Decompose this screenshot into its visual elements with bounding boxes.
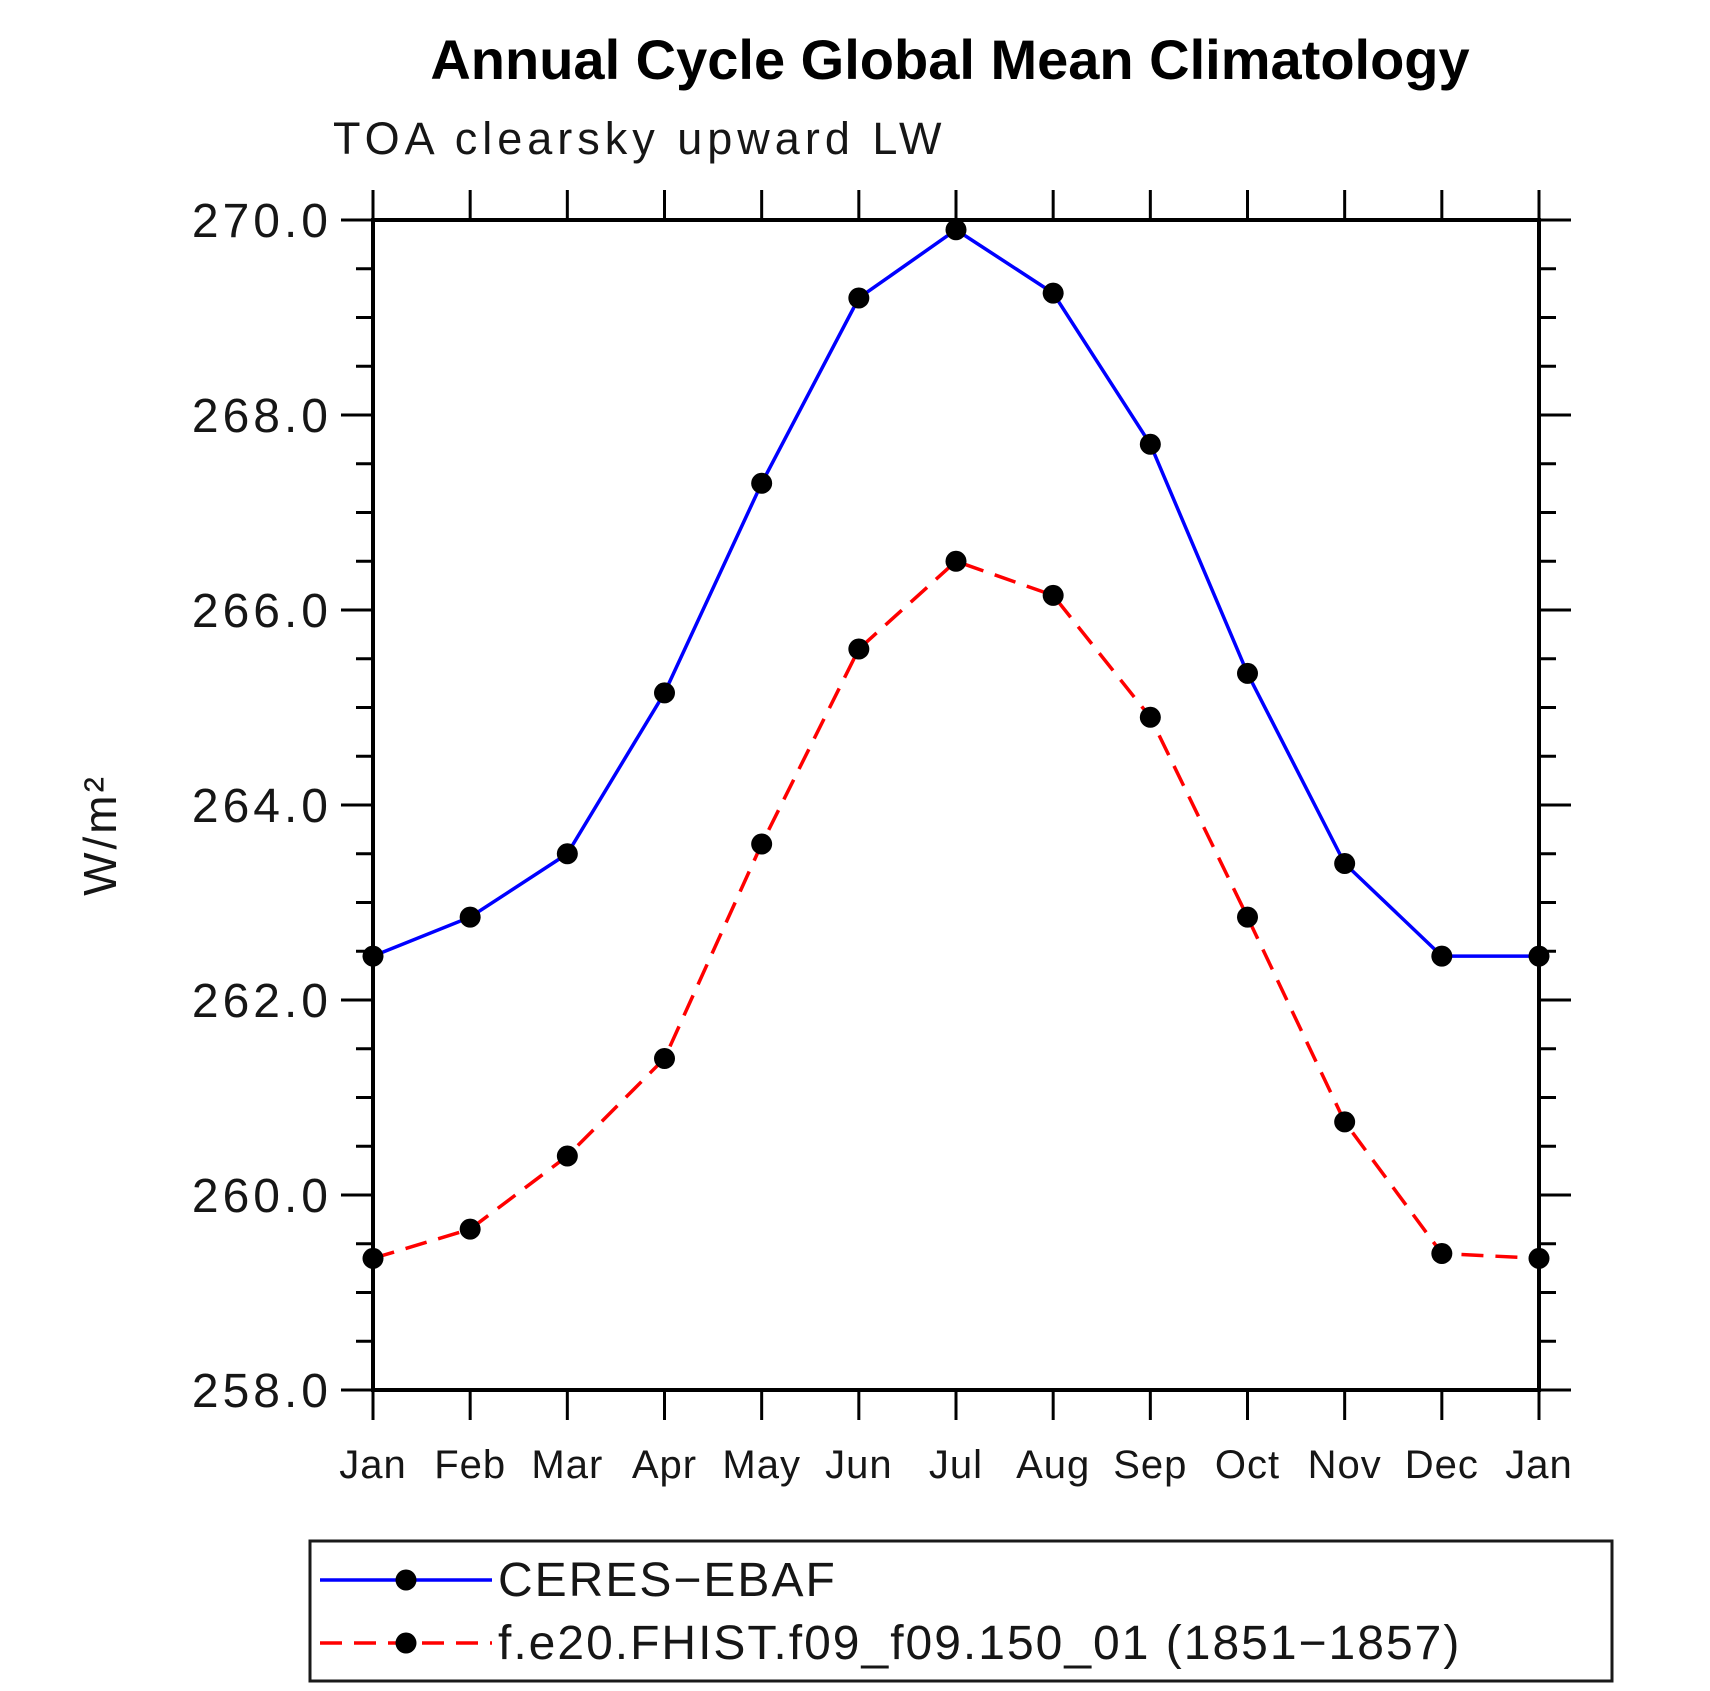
x-tick-label: Aug [1016, 1443, 1090, 1487]
x-tick-label: Feb [434, 1443, 506, 1487]
legend-marker-0 [395, 1569, 417, 1591]
data-point [1334, 1111, 1356, 1133]
data-point [459, 906, 481, 928]
series-line-0 [372, 227, 1539, 958]
x-tick-label: Dec [1405, 1443, 1479, 1487]
data-point [1042, 282, 1064, 304]
x-tick-labels: Jan Feb Mar Apr May Jun Jul Aug Sep Oct Nov Dec Jan [339, 1443, 1573, 1487]
y-tick-label: 260.0 [192, 1170, 332, 1223]
data-point [1431, 1243, 1453, 1264]
data-point [1334, 853, 1356, 874]
plot-frame [371, 218, 1541, 1392]
legend-marker-1 [395, 1632, 417, 1654]
data-point [1528, 945, 1550, 967]
y-tick-label: 258.0 [192, 1365, 332, 1418]
data-point [1042, 584, 1064, 606]
series-line-1 [372, 559, 1540, 1261]
data-point [654, 682, 675, 704]
legend-label-0: CERES−EBAF [498, 1554, 837, 1607]
x-tick-label: Jul [929, 1443, 983, 1487]
x-tick-label: Nov [1308, 1443, 1382, 1487]
data-point [945, 550, 967, 572]
x-tick-label: May [722, 1443, 801, 1487]
data-point [1139, 706, 1161, 728]
x-tick-label: Oct [1215, 1443, 1280, 1487]
data-point [1237, 906, 1258, 928]
data-point [556, 1145, 578, 1167]
x-tick-label: Sep [1113, 1443, 1187, 1487]
x-tick-label: Mar [531, 1443, 603, 1487]
legend: CERES−EBAF f.e20.FHIST.f09_f09.150_01 (18… [308, 1539, 1614, 1683]
axes-frame-and-ticks [341, 190, 1571, 1420]
x-tick-label: Apr [632, 1443, 697, 1487]
y-tick-label: 262.0 [192, 975, 332, 1028]
y-tick-label: 270.0 [192, 195, 332, 248]
legend-label-1: f.e20.FHIST.f09_f09.150_01 (1851−1857) [498, 1617, 1461, 1670]
data-point [1139, 433, 1161, 455]
data-point [459, 1218, 481, 1240]
y-tick-label: 266.0 [192, 585, 332, 638]
data-point [1528, 1247, 1550, 1269]
chart-subtitle: TOA clearsky upward LW [333, 113, 947, 164]
data-point [1237, 662, 1258, 684]
x-tick-label: Jan [339, 1443, 407, 1487]
data-point [362, 1247, 384, 1269]
y-axis-label: W/m² [74, 774, 126, 896]
data-point [654, 1048, 675, 1069]
data-point [848, 287, 870, 309]
data-point [751, 833, 773, 855]
y-tick-label: 268.0 [192, 390, 332, 443]
data-point [1431, 945, 1453, 967]
y-tick-label: 264.0 [192, 780, 332, 833]
chart-title: Annual Cycle Global Mean Climatology [430, 28, 1469, 91]
y-tick-labels: 258.0 260.0 262.0 264.0 266.0 268.0 270.0 [192, 195, 332, 1418]
x-tick-label: Jun [825, 1443, 893, 1487]
legend-box [308, 1539, 1614, 1683]
data-point [362, 945, 384, 967]
data-point [848, 638, 870, 660]
data-point [945, 219, 967, 241]
x-tick-label: Jan [1505, 1443, 1573, 1487]
data-point [556, 843, 578, 865]
data-point [751, 472, 773, 494]
data-series [362, 219, 1550, 1269]
